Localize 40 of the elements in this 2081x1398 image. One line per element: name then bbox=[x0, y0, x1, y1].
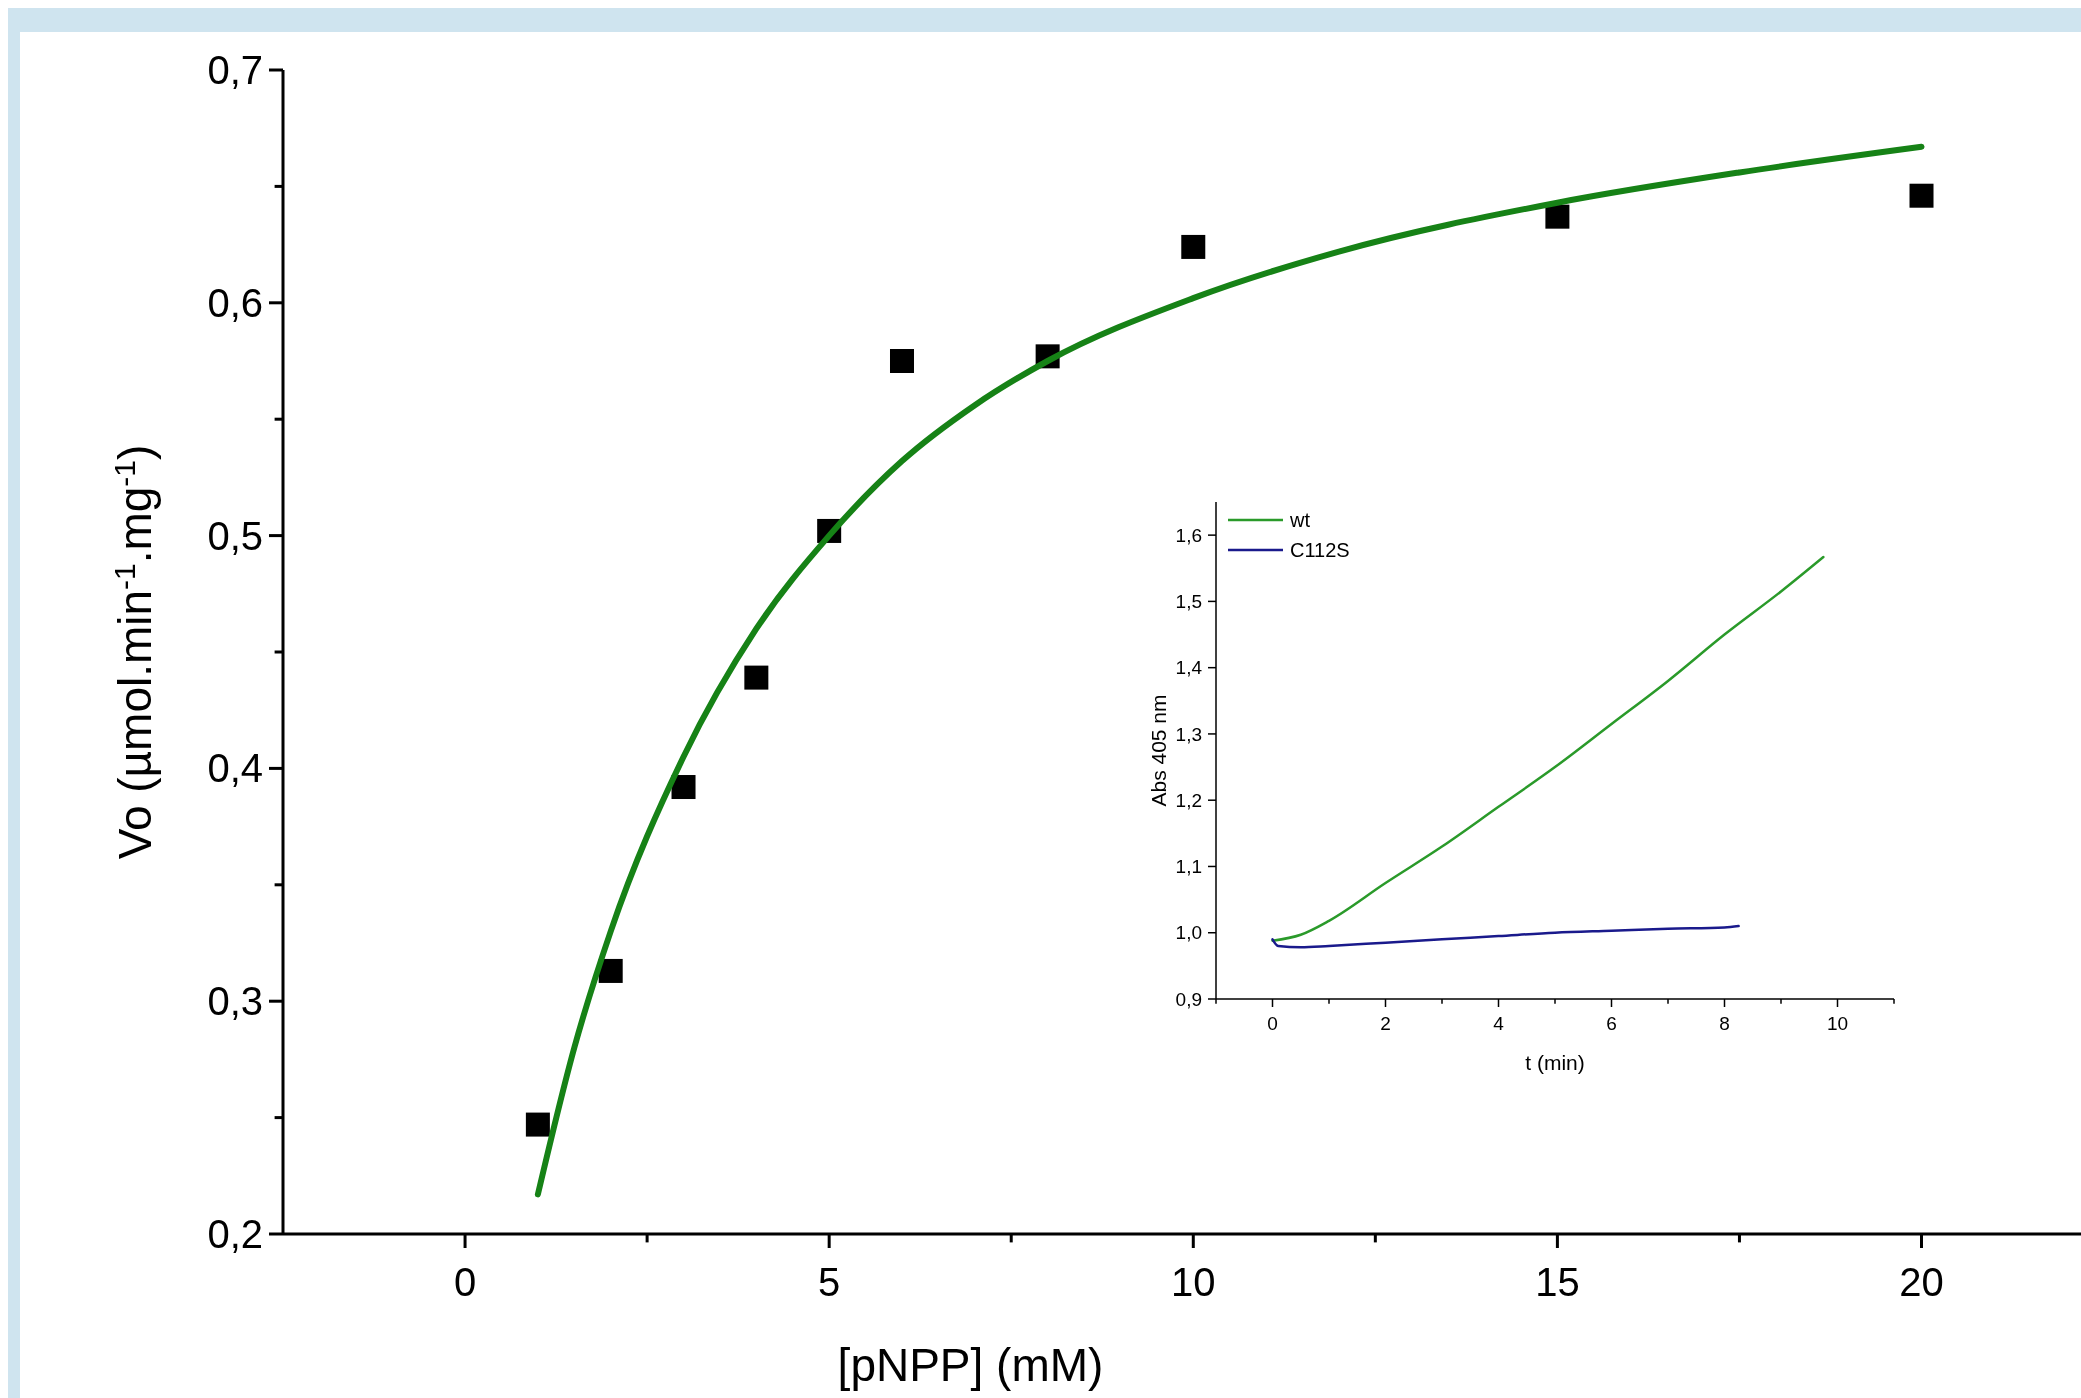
y-axis-title: Abs 405 nm bbox=[1147, 694, 1171, 807]
legend-label: wt bbox=[1289, 509, 1311, 531]
y-tick-label: 0,6 bbox=[207, 280, 263, 325]
y-tick-label: 1,3 bbox=[1175, 723, 1202, 745]
point bbox=[671, 775, 696, 800]
x-tick-label: 2 bbox=[1380, 1012, 1391, 1034]
x-tick-label: 4 bbox=[1493, 1012, 1505, 1034]
point bbox=[889, 349, 914, 373]
x-tick-label: 0 bbox=[453, 1260, 477, 1304]
x-axis-title: [pNPP] (mM) bbox=[837, 1339, 1104, 1392]
x-tick-label: 6 bbox=[1606, 1012, 1617, 1034]
y-tick-label: 0,9 bbox=[1175, 988, 1202, 1010]
point bbox=[744, 665, 769, 690]
y-tick-label: 0,7 bbox=[207, 48, 263, 92]
x-tick-label: 8 bbox=[1719, 1012, 1730, 1034]
point bbox=[1181, 234, 1206, 259]
point bbox=[598, 958, 623, 983]
x-axis-title: t (min) bbox=[1525, 1050, 1585, 1074]
line-series bbox=[1271, 555, 1825, 942]
x-tick-label: 10 bbox=[1826, 1012, 1849, 1034]
y-tick-label: 0,3 bbox=[207, 979, 263, 1024]
x-tick-label: 15 bbox=[1535, 1260, 1580, 1304]
y-tick-label: 1,2 bbox=[1175, 789, 1202, 811]
point bbox=[1545, 204, 1570, 229]
y-tick-label: 1,6 bbox=[1175, 524, 1202, 546]
y-tick-label: 0,4 bbox=[207, 746, 263, 791]
y-tick-label: 1,4 bbox=[1175, 657, 1203, 679]
y-tick-label: 1,5 bbox=[1175, 591, 1202, 613]
y-tick-label: 1,1 bbox=[1175, 856, 1202, 878]
point bbox=[1909, 183, 1934, 208]
y-tick-label: 0,2 bbox=[207, 1212, 263, 1256]
x-tick-label: 20 bbox=[1899, 1260, 1944, 1304]
x-tick-label: 0 bbox=[1267, 1012, 1278, 1034]
x-tick-label: 5 bbox=[818, 1260, 841, 1304]
point bbox=[525, 1112, 550, 1137]
y-tick-label: 0,5 bbox=[207, 513, 263, 558]
legend-label: C112S bbox=[1290, 539, 1350, 561]
line-series bbox=[1271, 924, 1740, 949]
y-tick-label: 1,0 bbox=[1175, 922, 1202, 944]
x-tick-label: 10 bbox=[1171, 1260, 1216, 1304]
